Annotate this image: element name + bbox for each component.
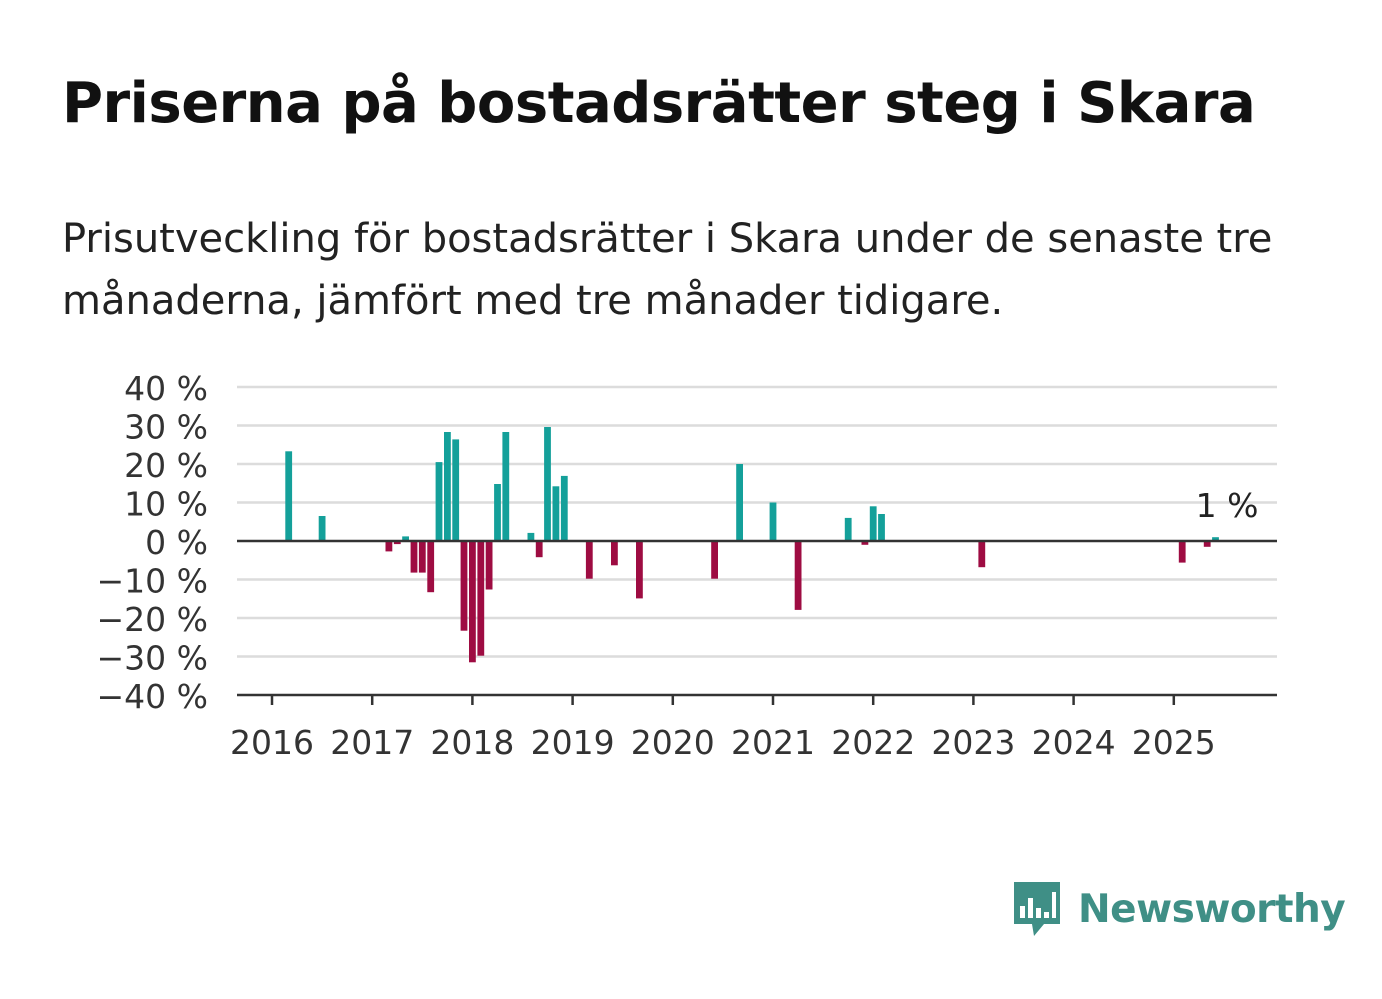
x-tick-label: 2021 xyxy=(731,723,815,762)
x-tick-label: 2018 xyxy=(430,723,514,762)
y-tick-label: 20 % xyxy=(124,446,208,485)
x-tick-label: 2020 xyxy=(631,723,715,762)
bars xyxy=(285,427,1219,663)
bar xyxy=(444,432,451,541)
bar xyxy=(585,541,593,579)
annotation-label: 1 % xyxy=(1196,486,1259,525)
bar xyxy=(844,517,852,541)
bar xyxy=(861,541,869,545)
tick-labels: 40 %30 %20 %10 %0 %−10 %−20 %−30 %−40 % 2… xyxy=(97,369,1259,762)
bar xyxy=(427,541,435,593)
y-tick-label: −40 % xyxy=(97,677,209,716)
bar xyxy=(1212,537,1219,541)
bar xyxy=(285,451,293,541)
bar xyxy=(485,541,493,590)
bar xyxy=(711,541,718,579)
bar xyxy=(878,514,885,541)
y-tick-label: −30 % xyxy=(97,639,209,678)
bar xyxy=(1178,541,1186,563)
x-tick-label: 2024 xyxy=(1032,723,1116,762)
x-tick-label: 2023 xyxy=(931,723,1015,762)
bar xyxy=(318,516,326,541)
x-tick-label: 2016 xyxy=(230,723,314,762)
bar xyxy=(494,484,501,541)
chart-subtitle: Prisutveckling för bostadsrätter i Skara… xyxy=(62,216,1273,324)
y-tick-label: 0 % xyxy=(145,523,208,562)
y-tick-label: 10 % xyxy=(124,485,208,524)
bar-chart: 40 %30 %20 %10 %0 %−10 %−20 %−30 %−40 % 2… xyxy=(97,369,1277,762)
y-tick-label: −20 % xyxy=(97,600,209,639)
bar xyxy=(469,541,476,663)
bar xyxy=(502,432,510,541)
newsworthy-logo: Newsworthy xyxy=(1010,876,1346,942)
bar xyxy=(736,464,743,541)
bar xyxy=(477,541,485,656)
bar xyxy=(978,541,986,568)
bar xyxy=(402,536,409,541)
x-tick-label: 2019 xyxy=(531,723,615,762)
y-tick-label: −10 % xyxy=(97,562,209,601)
bar xyxy=(385,541,393,552)
bar xyxy=(527,532,535,541)
bar xyxy=(460,541,468,631)
bar xyxy=(452,439,460,541)
bar xyxy=(435,462,443,541)
newsworthy-bar-chart-icon xyxy=(1014,882,1060,936)
bar xyxy=(410,541,418,573)
x-tick-label: 2022 xyxy=(831,723,915,762)
bar xyxy=(418,541,426,573)
bar xyxy=(552,486,560,541)
bar xyxy=(535,541,543,558)
bar xyxy=(544,427,551,541)
brand-name: Newsworthy xyxy=(1078,886,1346,932)
bar xyxy=(611,541,618,566)
x-tick-label: 2025 xyxy=(1132,723,1216,762)
bar xyxy=(769,502,777,541)
bar xyxy=(1203,541,1211,547)
chart-title: Priserna på bostadsrätter steg i Skara xyxy=(62,71,1256,136)
y-tick-label: 30 % xyxy=(124,408,208,447)
bar xyxy=(393,541,401,545)
grid-lines xyxy=(237,385,1277,658)
bar xyxy=(560,475,568,541)
x-tick-label: 2017 xyxy=(330,723,414,762)
axes xyxy=(237,539,1277,705)
bar xyxy=(794,541,802,610)
bar xyxy=(636,541,643,599)
bar xyxy=(869,506,877,541)
y-tick-label: 40 % xyxy=(124,369,208,408)
